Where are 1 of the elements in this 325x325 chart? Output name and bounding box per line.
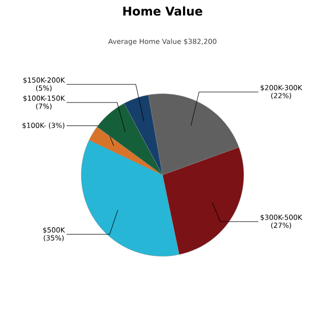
chart-title: Home Value (123, 6, 202, 16)
